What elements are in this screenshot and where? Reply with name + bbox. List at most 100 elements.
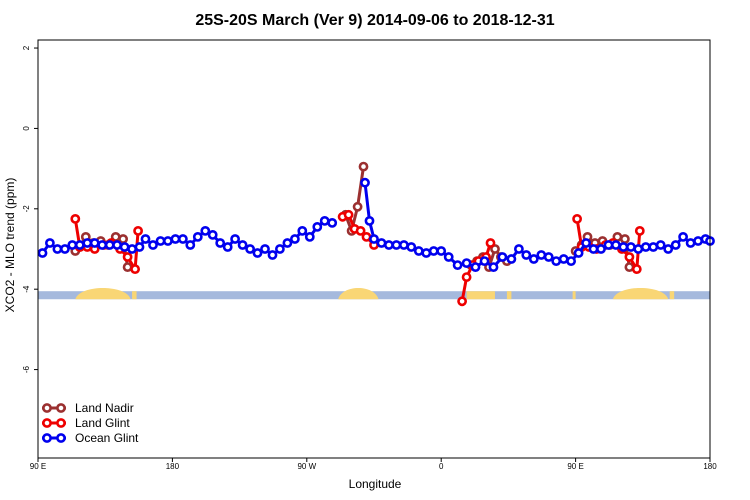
data-point — [648, 242, 659, 252]
data-point — [133, 225, 143, 236]
data-point — [631, 264, 642, 274]
data-point — [461, 258, 472, 268]
data-point — [130, 264, 140, 274]
data-point — [67, 240, 78, 250]
data-point — [421, 248, 432, 258]
legend-marker — [56, 433, 66, 443]
chart-title: 25S-20S March (Ver 9) 2014-09-06 to 2018… — [195, 12, 554, 29]
data-point — [222, 242, 233, 252]
data-point — [678, 231, 688, 242]
data-point — [626, 242, 636, 252]
legend-marker — [42, 418, 52, 428]
land-segment — [132, 291, 137, 300]
data-point — [207, 229, 218, 240]
data-point — [230, 234, 240, 244]
data-point — [119, 242, 130, 252]
data-point — [611, 240, 621, 250]
data-point — [70, 213, 81, 224]
data-point — [634, 225, 645, 236]
data-point — [369, 234, 379, 244]
y-tick-label: -2 — [22, 205, 31, 213]
data-point — [185, 240, 196, 250]
data-point — [428, 246, 439, 256]
data-point — [624, 252, 635, 262]
data-point — [573, 248, 584, 258]
series-line — [344, 166, 365, 233]
x-tick-label: 90 E — [567, 462, 583, 471]
data-point — [543, 252, 554, 262]
land-segment — [506, 291, 512, 300]
data-point — [274, 244, 285, 254]
legend-item: Land Nadir — [42, 401, 134, 415]
x-tick-label: 180 — [166, 462, 180, 471]
data-point — [452, 260, 463, 270]
data-point — [436, 246, 447, 256]
data-point — [383, 240, 394, 250]
data-point — [497, 252, 508, 262]
plot-frame — [37, 39, 711, 459]
data-point — [461, 272, 472, 282]
data-point — [514, 244, 524, 254]
y-tick-label: 0 — [22, 126, 31, 131]
data-point — [267, 250, 278, 260]
x-axis-label: Longitude — [349, 477, 402, 491]
data-point — [192, 231, 203, 242]
series-layer — [37, 161, 715, 307]
data-point — [655, 240, 666, 250]
data-point — [260, 244, 270, 254]
data-point — [200, 225, 211, 236]
land-segment — [466, 291, 495, 300]
data-point — [413, 246, 424, 256]
data-point — [596, 244, 606, 254]
data-point — [52, 244, 63, 254]
data-point — [304, 231, 315, 242]
x-tick-label: 90 W — [297, 462, 316, 471]
legend-label: Land Glint — [75, 416, 130, 430]
data-point — [528, 254, 539, 264]
data-point — [398, 240, 409, 250]
y-axis-label: XCO2 - MLO trend (ppm) — [3, 178, 17, 313]
data-point — [376, 238, 387, 248]
data-point — [470, 262, 481, 272]
data-point — [297, 225, 308, 236]
data-point — [170, 234, 181, 244]
data-point — [140, 234, 151, 244]
data-point — [177, 234, 188, 244]
x-tick-label: 180 — [703, 462, 717, 471]
data-point — [97, 240, 108, 250]
data-point — [506, 254, 517, 264]
data-point — [352, 201, 363, 212]
data-point — [37, 248, 48, 258]
data-point — [620, 234, 630, 244]
legend-item: Land Glint — [42, 416, 130, 430]
data-point — [45, 238, 55, 248]
data-point — [312, 221, 323, 232]
data-point — [618, 242, 629, 252]
data-point — [640, 242, 651, 252]
data-point — [215, 238, 226, 248]
data-point — [391, 240, 402, 250]
land-segment — [669, 291, 675, 300]
y-tick-label: -6 — [22, 365, 31, 373]
data-point — [457, 296, 467, 307]
legend-label: Land Nadir — [75, 401, 134, 415]
land-segment — [75, 287, 131, 300]
x-tick-label: 90 E — [30, 462, 46, 471]
data-point — [536, 250, 547, 260]
data-point — [127, 244, 137, 254]
data-point — [60, 244, 70, 254]
data-point — [581, 238, 591, 248]
data-point — [162, 236, 173, 246]
data-point — [289, 234, 300, 244]
data-point — [358, 161, 369, 172]
data-point — [633, 244, 644, 254]
data-point — [343, 209, 354, 220]
data-point — [148, 240, 158, 250]
legend-marker — [42, 403, 52, 413]
data-point — [521, 250, 532, 260]
data-point — [327, 217, 338, 228]
y-tick-label: 2 — [22, 45, 31, 50]
data-point — [282, 238, 293, 248]
